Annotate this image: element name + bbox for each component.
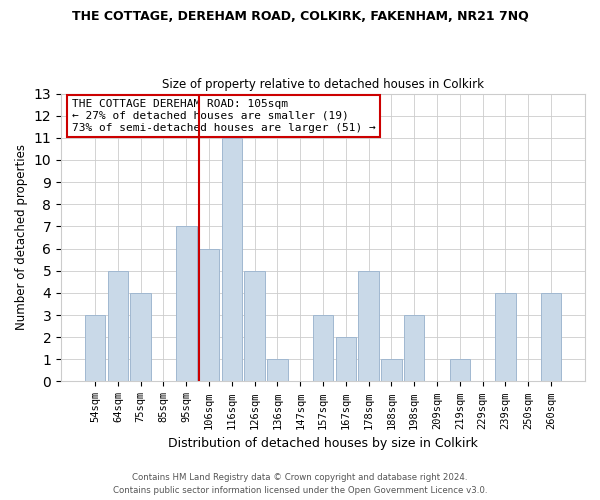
- Bar: [449, 360, 470, 382]
- Text: THE COTTAGE DEREHAM ROAD: 105sqm
← 27% of detached houses are smaller (19)
73% o: THE COTTAGE DEREHAM ROAD: 105sqm ← 27% o…: [71, 100, 375, 132]
- Bar: [130, 293, 151, 382]
- Bar: [495, 293, 515, 382]
- Bar: [541, 293, 561, 382]
- Text: Contains HM Land Registry data © Crown copyright and database right 2024.
Contai: Contains HM Land Registry data © Crown c…: [113, 474, 487, 495]
- Bar: [313, 315, 333, 382]
- Bar: [107, 270, 128, 382]
- Bar: [85, 315, 106, 382]
- Title: Size of property relative to detached houses in Colkirk: Size of property relative to detached ho…: [162, 78, 484, 91]
- Bar: [221, 138, 242, 382]
- Bar: [244, 270, 265, 382]
- Bar: [381, 360, 401, 382]
- Bar: [404, 315, 424, 382]
- Bar: [335, 337, 356, 382]
- X-axis label: Distribution of detached houses by size in Colkirk: Distribution of detached houses by size …: [168, 437, 478, 450]
- Bar: [176, 226, 197, 382]
- Text: THE COTTAGE, DEREHAM ROAD, COLKIRK, FAKENHAM, NR21 7NQ: THE COTTAGE, DEREHAM ROAD, COLKIRK, FAKE…: [71, 10, 529, 23]
- Y-axis label: Number of detached properties: Number of detached properties: [15, 144, 28, 330]
- Bar: [199, 248, 220, 382]
- Bar: [358, 270, 379, 382]
- Bar: [267, 360, 287, 382]
